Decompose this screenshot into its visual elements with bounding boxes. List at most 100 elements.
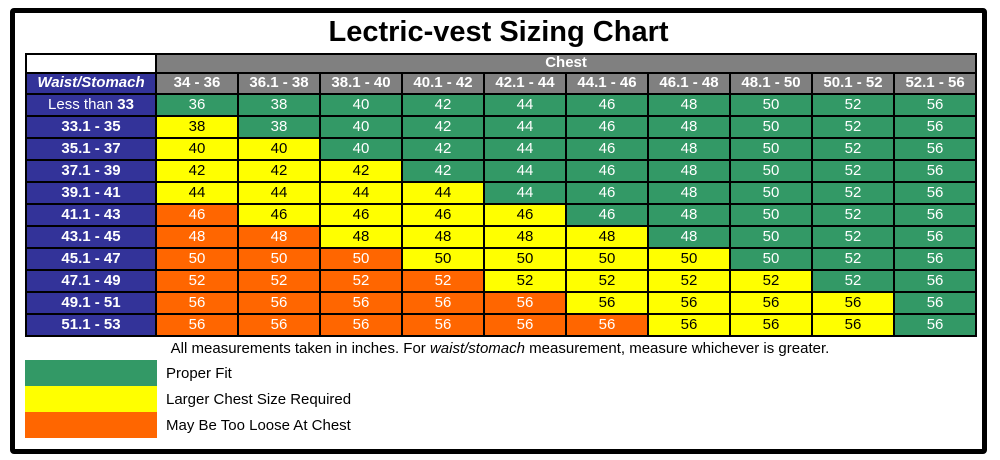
size-cell: 56 [892,313,978,337]
chest-column-header: 44.1 - 46 [565,72,649,95]
size-cell: 56 [892,115,978,139]
size-cell: 50 [647,247,731,271]
table-row: 49.1 - 51 56 56 56 56 56 56 56 56 56 56 [25,291,978,315]
legend-label: May Be Too Loose At Chest [166,416,351,434]
table-row: 43.1 - 45 48 48 48 48 48 48 48 50 52 56 [25,225,978,249]
too-loose-swatch [25,412,157,438]
size-cell: 40 [155,137,239,161]
chest-column-header: 52.1 - 56 [892,72,978,95]
size-cell: 52 [811,115,895,139]
size-cell: 56 [892,137,978,161]
size-cell: 46 [401,203,485,227]
size-cell: 56 [319,313,403,337]
size-cell: 52 [811,137,895,161]
size-cell: 38 [237,115,321,139]
size-cell: 44 [483,137,567,161]
table-row: 33.1 - 35 38 38 40 42 44 46 48 50 52 56 [25,115,978,139]
chart-frame: Lectric-vest Sizing Chart Chest Waist/St… [10,8,987,454]
waist-stomach-header: Waist/Stomach [25,72,157,95]
size-cell: 56 [892,291,978,315]
size-cell: 48 [319,225,403,249]
note-text-post: measurement, measure whichever is greate… [525,340,830,357]
size-cell: 50 [729,181,813,205]
size-cell: 44 [319,181,403,205]
size-cell: 44 [483,115,567,139]
waist-row-label: 49.1 - 51 [25,291,157,315]
size-cell: 48 [155,225,239,249]
size-cell: 44 [483,93,567,117]
size-cell: 50 [729,159,813,183]
size-cell: 44 [237,181,321,205]
size-cell: 56 [237,313,321,337]
size-cell: 48 [647,93,731,117]
size-cell: 46 [237,203,321,227]
page-title: Lectric-vest Sizing Chart [328,16,669,48]
size-cell: 44 [155,181,239,205]
size-cell: 50 [155,247,239,271]
table-row: 45.1 - 47 50 50 50 50 50 50 50 50 52 56 [25,247,978,271]
legend-label: Larger Chest Size Required [166,390,352,408]
chest-column-header: 36.1 - 38 [237,72,321,95]
column-header-row: Waist/Stomach 34 - 36 36.1 - 38 38.1 - 40 4… [25,72,978,95]
size-cell: 44 [401,181,485,205]
size-cell: 52 [237,269,321,293]
chest-column-header: 46.1 - 48 [647,72,731,95]
size-cell: 56 [892,269,978,293]
size-cell: 56 [811,291,895,315]
chest-column-header: 42.1 - 44 [483,72,567,95]
size-cell: 48 [647,225,731,249]
size-cell: 56 [729,291,813,315]
chest-column-header: 50.1 - 52 [811,72,895,95]
size-cell: 48 [647,159,731,183]
size-cell: 56 [565,313,649,337]
size-cell: 50 [237,247,321,271]
table-row: 47.1 - 49 52 52 52 52 52 52 52 52 52 56 [25,269,978,293]
size-cell: 56 [319,291,403,315]
waist-row-label: 47.1 - 49 [25,269,157,293]
size-cell: 50 [483,247,567,271]
size-cell: 46 [319,203,403,227]
size-cell: 46 [565,93,649,117]
size-cell: 38 [155,115,239,139]
size-cell: 52 [647,269,731,293]
chest-band-row: Chest [25,53,978,74]
size-cell: 50 [729,93,813,117]
size-cell: 46 [483,203,567,227]
legend-item-larger-chest: Larger Chest Size Required [25,386,982,412]
size-cell: 56 [892,225,978,249]
size-cell: 52 [811,203,895,227]
size-cell: 56 [483,291,567,315]
size-cell: 40 [237,137,321,161]
size-cell: 46 [565,115,649,139]
size-cell: 46 [565,181,649,205]
size-cell: 56 [892,247,978,271]
size-cell: 52 [729,269,813,293]
size-cell: 52 [319,269,403,293]
size-cell: 42 [237,159,321,183]
sizing-table: Chest Waist/Stomach 34 - 36 36.1 - 38 38.1… [25,53,978,337]
chest-column-header: 48.1 - 50 [729,72,813,95]
chest-column-header: 40.1 - 42 [401,72,485,95]
waist-row-label: 51.1 - 53 [25,313,157,337]
size-cell: 46 [565,203,649,227]
size-cell: 48 [565,225,649,249]
size-cell: 44 [483,181,567,205]
size-cell: 50 [729,247,813,271]
size-cell: 56 [729,313,813,337]
size-cell: 36 [155,93,239,117]
size-cell: 44 [483,159,567,183]
legend-item-proper-fit: Proper Fit [25,360,982,386]
size-cell: 42 [401,93,485,117]
size-cell: 40 [319,93,403,117]
size-cell: 52 [811,247,895,271]
size-cell: 56 [401,291,485,315]
waist-row-label: 39.1 - 41 [25,181,157,205]
size-cell: 50 [729,203,813,227]
size-cell: 46 [155,203,239,227]
waist-row-label: 33.1 - 35 [25,115,157,139]
size-cell: 50 [729,137,813,161]
size-cell: 56 [401,313,485,337]
size-cell: 42 [401,115,485,139]
size-cell: 56 [155,313,239,337]
table-row: 35.1 - 37 40 40 40 42 44 46 48 50 52 56 [25,137,978,161]
